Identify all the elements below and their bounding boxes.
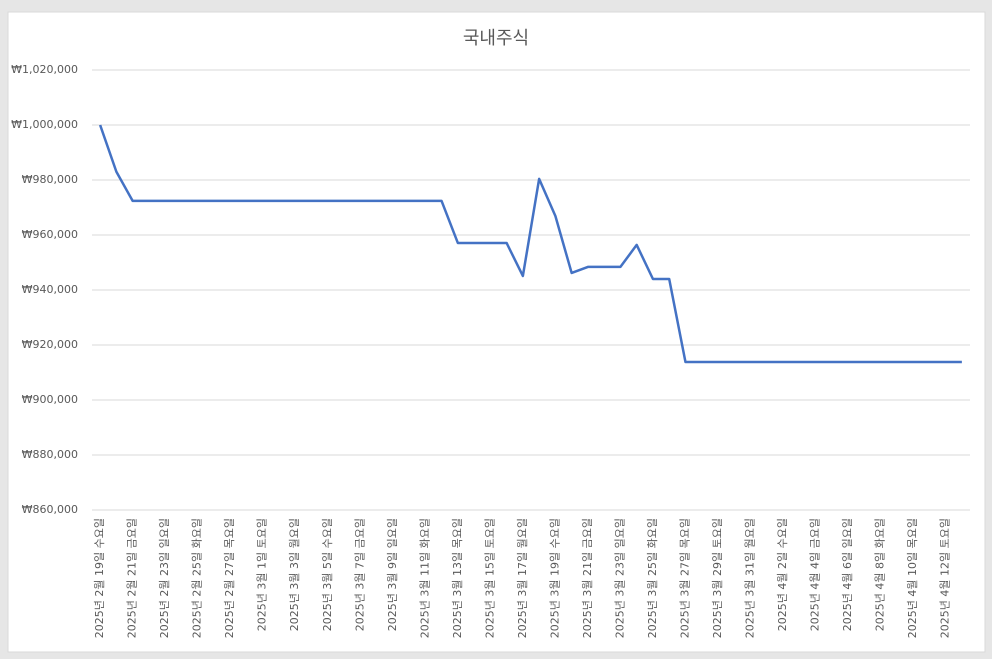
y-tick-label: ₩860,000 xyxy=(22,503,78,516)
x-tick-label: 2025년 2월 23일 일요일 xyxy=(157,518,171,638)
x-tick-label: 2025년 3월 27일 목요일 xyxy=(677,518,691,638)
x-tick-label: 2025년 3월 3일 월요일 xyxy=(287,518,301,631)
y-tick-label: ₩940,000 xyxy=(22,283,78,296)
x-tick-label: 2025년 3월 17일 월요일 xyxy=(515,518,529,638)
x-tick-label: 2025년 2월 27일 목요일 xyxy=(222,518,236,638)
x-tick-label: 2025년 2월 19일 수요일 xyxy=(92,518,106,638)
x-tick-label: 2025년 3월 7일 금요일 xyxy=(352,518,366,631)
y-tick-label: ₩980,000 xyxy=(22,173,78,186)
x-tick-label: 2025년 3월 29일 토요일 xyxy=(710,518,724,638)
y-tick-label: ₩960,000 xyxy=(22,228,78,241)
x-tick-label: 2025년 2월 21일 금요일 xyxy=(125,518,139,638)
chart-title: 국내주식 xyxy=(463,28,529,49)
x-tick-label: 2025년 4월 2일 수요일 xyxy=(775,518,789,631)
x-tick-label: 2025년 3월 19일 수요일 xyxy=(547,518,561,638)
x-tick-label: 2025년 4월 12일 토요일 xyxy=(938,518,952,638)
y-tick-label: ₩1,000,000 xyxy=(11,118,78,131)
x-tick-label: 2025년 3월 1일 토요일 xyxy=(255,518,269,631)
y-tick-label: ₩900,000 xyxy=(22,393,78,406)
x-tick-label: 2025년 2월 25일 화요일 xyxy=(190,518,204,638)
data-line xyxy=(98,124,962,364)
x-tick-label: 2025년 3월 15일 토요일 xyxy=(482,518,496,638)
x-tick-label: 2025년 3월 5일 수요일 xyxy=(320,518,334,631)
x-tick-label: 2025년 3월 25일 화요일 xyxy=(645,518,659,638)
x-tick-label: 2025년 3월 11일 화요일 xyxy=(417,518,431,638)
x-tick-label: 2025년 3월 23일 일요일 xyxy=(612,518,626,638)
x-tick-label: 2025년 4월 4일 금요일 xyxy=(808,518,822,631)
y-tick-label: ₩1,020,000 xyxy=(11,63,78,76)
y-tick-label: ₩880,000 xyxy=(22,448,78,461)
x-tick-label: 2025년 3월 21일 금요일 xyxy=(580,518,594,638)
chart-area xyxy=(7,11,986,653)
x-tick-label: 2025년 4월 10일 목요일 xyxy=(905,518,919,638)
x-tick-label: 2025년 3월 31일 월요일 xyxy=(743,518,757,638)
y-tick-label: ₩920,000 xyxy=(22,338,78,351)
x-tick-label: 2025년 3월 9일 일요일 xyxy=(385,518,399,631)
x-tick-label: 2025년 4월 8일 화요일 xyxy=(873,518,887,631)
x-tick-label: 2025년 4월 6일 일요일 xyxy=(840,518,854,631)
x-tick-label: 2025년 3월 13일 목요일 xyxy=(450,518,464,638)
